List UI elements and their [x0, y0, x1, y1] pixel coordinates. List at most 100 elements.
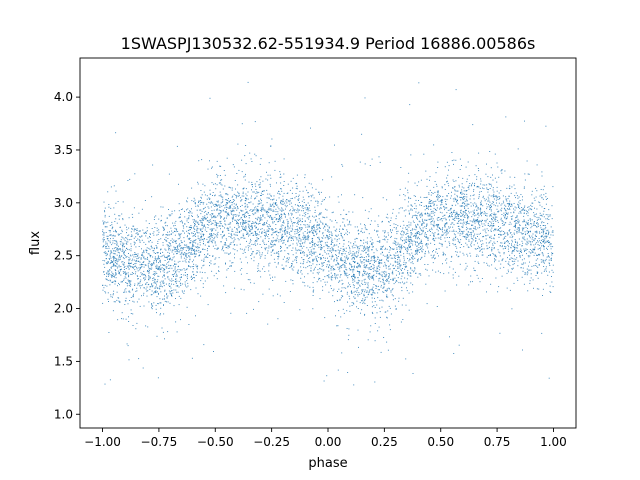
data-point — [306, 207, 308, 209]
data-point — [337, 246, 339, 248]
data-point — [209, 262, 211, 263]
data-point — [122, 201, 124, 203]
data-point — [405, 227, 407, 229]
data-point — [384, 283, 386, 285]
data-point — [247, 232, 249, 234]
data-point — [160, 313, 161, 315]
data-point — [296, 242, 298, 244]
data-point — [217, 200, 219, 202]
data-point — [332, 290, 334, 292]
data-point — [216, 205, 218, 207]
data-point — [502, 195, 504, 197]
data-point — [257, 211, 259, 213]
data-point — [222, 226, 224, 227]
data-point — [394, 298, 396, 300]
data-point — [243, 250, 245, 252]
data-point — [201, 231, 203, 233]
data-point — [195, 249, 197, 251]
data-point — [481, 223, 483, 225]
data-point — [490, 176, 492, 178]
data-point — [207, 227, 209, 229]
data-point — [112, 273, 114, 275]
data-point — [294, 204, 296, 206]
data-point — [316, 260, 318, 262]
data-point — [521, 227, 523, 229]
data-point — [335, 255, 337, 256]
data-point — [286, 219, 288, 221]
data-point — [544, 239, 546, 241]
data-point — [180, 240, 182, 242]
data-point — [318, 226, 320, 228]
data-point — [309, 247, 311, 248]
data-point — [366, 248, 368, 250]
data-point — [302, 259, 304, 261]
data-point — [166, 297, 168, 299]
data-point — [461, 191, 463, 193]
data-point — [312, 291, 314, 293]
data-point — [471, 281, 473, 283]
data-point — [290, 237, 292, 239]
data-point — [373, 266, 375, 268]
data-point — [145, 231, 147, 233]
data-point — [304, 285, 306, 287]
data-point — [404, 195, 406, 197]
data-point — [314, 209, 316, 211]
data-point — [191, 357, 193, 359]
data-point — [426, 185, 428, 187]
data-point — [204, 280, 206, 282]
data-point — [492, 201, 494, 203]
data-point — [438, 197, 440, 198]
data-point — [171, 280, 173, 282]
data-point — [226, 239, 228, 241]
data-point — [519, 200, 521, 201]
data-point — [465, 234, 467, 236]
data-point — [415, 205, 417, 207]
data-point — [353, 384, 355, 386]
data-point — [172, 292, 174, 294]
data-point — [538, 244, 540, 246]
data-point — [105, 247, 107, 249]
data-point — [546, 198, 548, 199]
data-point — [501, 246, 503, 248]
data-point — [400, 254, 402, 256]
data-point — [379, 277, 381, 279]
data-point — [242, 214, 244, 216]
data-point — [526, 244, 528, 246]
data-point — [351, 269, 353, 271]
data-point — [266, 229, 268, 231]
data-point — [344, 272, 346, 274]
data-point — [429, 205, 431, 207]
data-point — [368, 293, 370, 295]
data-point — [344, 234, 345, 236]
data-point — [163, 313, 165, 315]
data-point — [177, 269, 179, 270]
data-point — [186, 269, 188, 271]
data-point — [210, 202, 212, 204]
data-point — [444, 184, 446, 186]
data-point — [250, 282, 252, 284]
data-point — [125, 243, 127, 244]
data-point — [393, 248, 395, 250]
data-point — [329, 250, 331, 252]
data-point — [306, 224, 308, 226]
data-point — [420, 229, 422, 231]
data-point — [113, 260, 115, 262]
data-point — [138, 298, 140, 300]
data-point — [369, 291, 370, 293]
data-point — [509, 265, 511, 267]
data-point — [269, 203, 271, 205]
data-point — [513, 250, 515, 252]
data-point — [537, 271, 539, 273]
data-point — [344, 259, 346, 261]
data-point — [297, 270, 299, 272]
data-point — [483, 198, 485, 200]
data-point — [372, 278, 374, 280]
data-point — [114, 235, 116, 237]
data-point — [491, 227, 493, 229]
data-point — [187, 232, 189, 234]
data-point — [257, 208, 259, 210]
data-point — [457, 203, 459, 205]
data-point — [537, 244, 539, 246]
data-point — [245, 256, 247, 258]
data-point — [281, 214, 283, 216]
